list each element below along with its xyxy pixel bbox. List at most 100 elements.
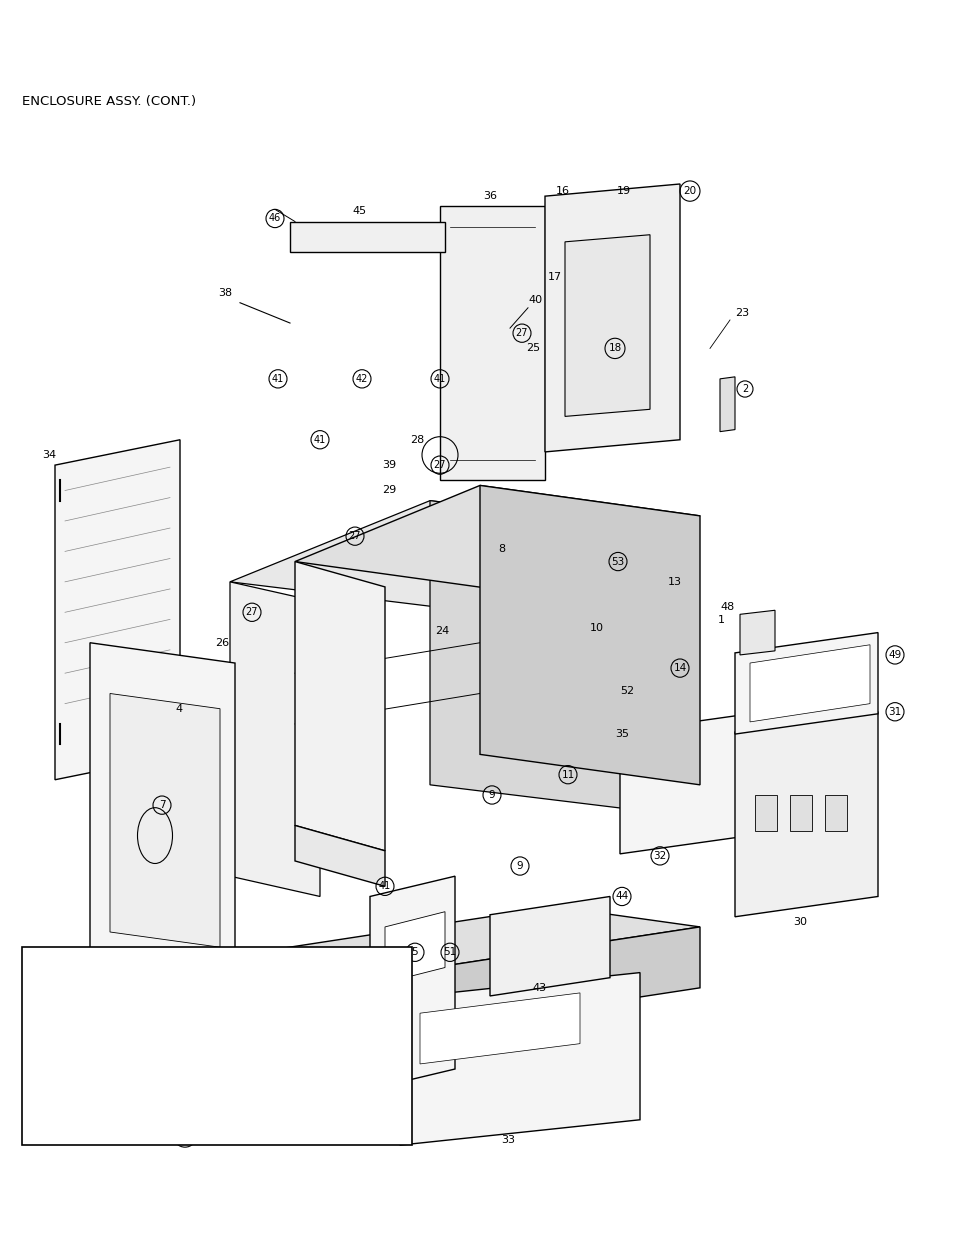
Text: 18: 18 bbox=[608, 343, 621, 353]
Bar bbox=[789, 795, 811, 830]
Text: 11: 11 bbox=[560, 769, 574, 779]
Text: 23: 23 bbox=[734, 308, 748, 317]
Text: 5 -BLACK: 5 -BLACK bbox=[210, 1002, 260, 1011]
Text: 51: 51 bbox=[383, 1116, 396, 1126]
Text: 6 -CATERPILLAR YELLOW: 6 -CATERPILLAR YELLOW bbox=[210, 1016, 348, 1026]
Text: PAGE 88 — DCA-150SSVU—  OPERATION AND PARTS  MANUAL  (STD) — REV. #1  (06/03/03): PAGE 88 — DCA-150SSVU— OPERATION AND PAR… bbox=[90, 1200, 863, 1215]
Text: 41: 41 bbox=[272, 374, 284, 384]
Polygon shape bbox=[55, 440, 180, 779]
Polygon shape bbox=[290, 221, 444, 252]
Polygon shape bbox=[490, 897, 609, 995]
Text: 41: 41 bbox=[314, 435, 326, 445]
Text: 32: 32 bbox=[653, 851, 666, 861]
Bar bbox=[22, 947, 412, 1145]
Bar bbox=[754, 795, 776, 830]
Text: 36: 36 bbox=[482, 191, 497, 201]
Polygon shape bbox=[419, 993, 579, 1063]
Polygon shape bbox=[294, 485, 700, 592]
Text: 1: 1 bbox=[718, 615, 724, 625]
Text: 4: 4 bbox=[174, 704, 182, 714]
Text: 10: 10 bbox=[589, 622, 603, 632]
Text: 29: 29 bbox=[381, 485, 395, 495]
Polygon shape bbox=[370, 876, 455, 1089]
Text: 16: 16 bbox=[556, 186, 569, 196]
Text: 6: 6 bbox=[91, 967, 99, 978]
Polygon shape bbox=[430, 500, 679, 815]
Polygon shape bbox=[619, 714, 749, 853]
Text: 45: 45 bbox=[353, 206, 367, 216]
Text: 31: 31 bbox=[887, 706, 901, 716]
Text: 8 -RED: 8 -RED bbox=[210, 1045, 248, 1055]
Polygon shape bbox=[120, 1039, 220, 1089]
Text: ENCLOSURE ASSY. (CONT.): ENCLOSURE ASSY. (CONT.) bbox=[22, 95, 196, 107]
Text: 47: 47 bbox=[315, 1049, 330, 1058]
Text: 13: 13 bbox=[667, 577, 681, 587]
Polygon shape bbox=[564, 235, 649, 416]
Text: 20: 20 bbox=[682, 186, 696, 196]
Text: 46: 46 bbox=[269, 214, 281, 224]
Text: 7 -CATO GOLD: 7 -CATO GOLD bbox=[210, 1030, 290, 1040]
Text: 30: 30 bbox=[792, 916, 806, 926]
Text: DCA-150SSVU — ENCLOSURE ASSY. (CONT.): DCA-150SSVU — ENCLOSURE ASSY. (CONT.) bbox=[140, 19, 813, 46]
Text: 48: 48 bbox=[720, 603, 734, 613]
Polygon shape bbox=[749, 645, 869, 722]
Text: 27: 27 bbox=[434, 461, 446, 471]
Text: 27: 27 bbox=[246, 608, 258, 618]
Text: 37: 37 bbox=[375, 1084, 389, 1094]
Polygon shape bbox=[544, 184, 679, 452]
Polygon shape bbox=[399, 973, 639, 1145]
Text: 17: 17 bbox=[547, 273, 561, 283]
Polygon shape bbox=[220, 988, 579, 1089]
Text: 39: 39 bbox=[381, 461, 395, 471]
Text: 43: 43 bbox=[533, 983, 546, 993]
Text: 19: 19 bbox=[617, 186, 631, 196]
Text: 26: 26 bbox=[214, 637, 229, 647]
Polygon shape bbox=[337, 1046, 359, 1093]
Text: 41: 41 bbox=[434, 374, 446, 384]
Text: 38: 38 bbox=[218, 288, 232, 298]
Text: 50: 50 bbox=[357, 1115, 372, 1125]
Text: 51: 51 bbox=[443, 947, 456, 957]
Bar bbox=[824, 795, 846, 830]
Text: 9: 9 bbox=[517, 861, 523, 871]
Text: 9: 9 bbox=[488, 790, 495, 800]
Text: 25: 25 bbox=[525, 343, 539, 353]
Polygon shape bbox=[294, 562, 385, 851]
Text: ADD THE FOLLOWING DIGITS AFTER THE PART NUMBER: ADD THE FOLLOWING DIGITS AFTER THE PART … bbox=[30, 960, 339, 969]
Text: THE SERIAL NUMBER MAY BE REQUIRED.: THE SERIAL NUMBER MAY BE REQUIRED. bbox=[30, 1066, 274, 1076]
Text: 3 -SPECTRUM GRAY: 3 -SPECTRUM GRAY bbox=[30, 1030, 138, 1040]
Text: 5: 5 bbox=[412, 947, 417, 957]
Polygon shape bbox=[740, 610, 774, 655]
Text: COLOR OF UNIT:: COLOR OF UNIT: bbox=[30, 988, 120, 998]
Polygon shape bbox=[734, 711, 877, 916]
Text: 42: 42 bbox=[355, 374, 368, 384]
Text: 7: 7 bbox=[158, 800, 165, 810]
Polygon shape bbox=[234, 927, 700, 1058]
Text: 34: 34 bbox=[42, 450, 56, 459]
Polygon shape bbox=[90, 906, 700, 998]
Text: 27: 27 bbox=[516, 329, 528, 338]
Text: 41: 41 bbox=[378, 882, 391, 892]
Polygon shape bbox=[230, 500, 679, 613]
Polygon shape bbox=[230, 582, 319, 897]
Text: 44: 44 bbox=[615, 892, 628, 902]
Polygon shape bbox=[90, 978, 234, 1058]
Text: 53: 53 bbox=[611, 557, 624, 567]
Text: 27: 27 bbox=[349, 531, 361, 541]
Text: WHEN ORDERING ANY PAINTED PANEL TO INDICATE: WHEN ORDERING ANY PAINTED PANEL TO INDIC… bbox=[30, 973, 321, 983]
Polygon shape bbox=[439, 206, 544, 480]
Polygon shape bbox=[90, 642, 234, 998]
Polygon shape bbox=[110, 694, 220, 947]
Text: 3: 3 bbox=[181, 1130, 189, 1140]
Text: 33: 33 bbox=[500, 1135, 515, 1145]
Polygon shape bbox=[734, 632, 877, 734]
Text: 49: 49 bbox=[887, 650, 901, 659]
Text: 40: 40 bbox=[527, 295, 541, 305]
Text: 1-ORANGE: 1-ORANGE bbox=[30, 1002, 89, 1011]
Polygon shape bbox=[720, 377, 734, 431]
Text: 4 -SUNBELT GREEN: 4 -SUNBELT GREEN bbox=[30, 1045, 136, 1055]
Polygon shape bbox=[385, 911, 444, 983]
Text: 8: 8 bbox=[497, 545, 504, 555]
Text: 2-WHITE: 2-WHITE bbox=[30, 1016, 77, 1026]
Text: 24: 24 bbox=[435, 626, 449, 636]
